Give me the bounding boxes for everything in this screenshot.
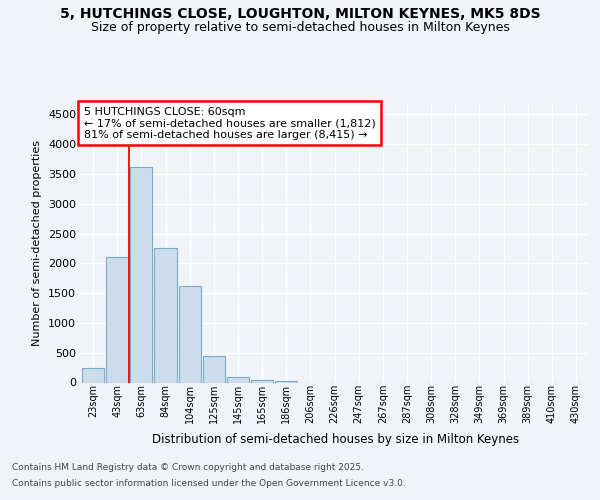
Text: 5 HUTCHINGS CLOSE: 60sqm
← 17% of semi-detached houses are smaller (1,812)
81% o: 5 HUTCHINGS CLOSE: 60sqm ← 17% of semi-d…: [83, 106, 375, 140]
Bar: [106, 258, 128, 382]
Text: Size of property relative to semi-detached houses in Milton Keynes: Size of property relative to semi-detach…: [91, 21, 509, 34]
Bar: [203, 356, 225, 382]
Bar: [179, 286, 201, 382]
Bar: [154, 248, 176, 382]
Text: 5, HUTCHINGS CLOSE, LOUGHTON, MILTON KEYNES, MK5 8DS: 5, HUTCHINGS CLOSE, LOUGHTON, MILTON KEY…: [59, 8, 541, 22]
Bar: [82, 368, 104, 382]
Bar: [130, 167, 152, 382]
Text: Contains public sector information licensed under the Open Government Licence v3: Contains public sector information licen…: [12, 478, 406, 488]
Y-axis label: Number of semi-detached properties: Number of semi-detached properties: [32, 140, 43, 346]
Bar: [275, 380, 298, 382]
Text: Contains HM Land Registry data © Crown copyright and database right 2025.: Contains HM Land Registry data © Crown c…: [12, 464, 364, 472]
Bar: [251, 380, 273, 382]
Bar: [227, 376, 249, 382]
Text: Distribution of semi-detached houses by size in Milton Keynes: Distribution of semi-detached houses by …: [152, 432, 520, 446]
